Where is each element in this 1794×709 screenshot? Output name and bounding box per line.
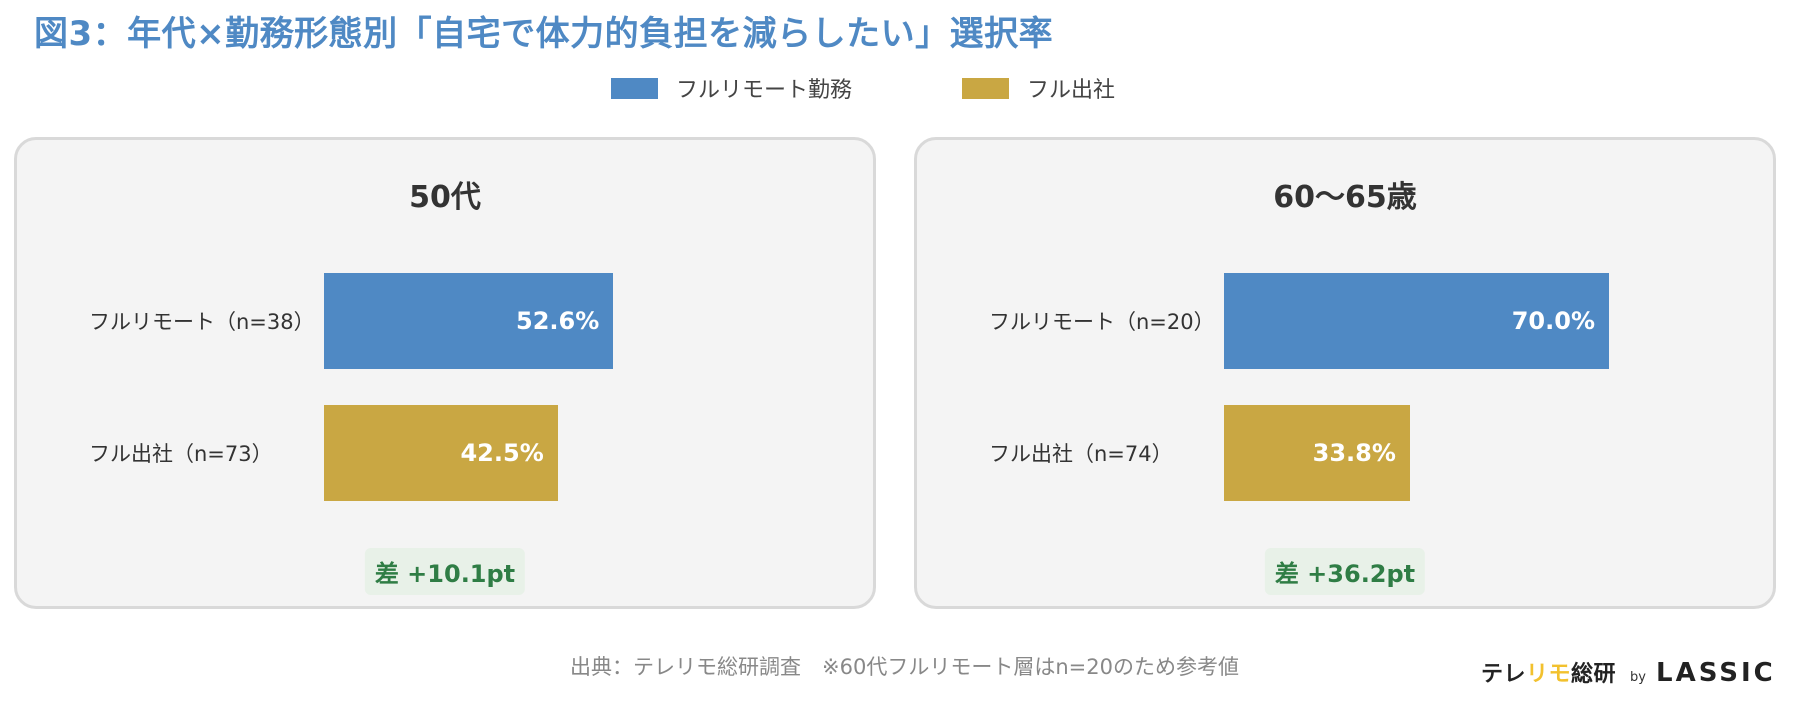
bar-full-remote: 52.6% — [324, 273, 614, 369]
bar-full-office: 42.5% — [324, 405, 558, 501]
category-label-full-office: フル出社（n=73） — [89, 442, 273, 466]
bar-value-label: 42.5% — [460, 439, 544, 467]
source-note: 出典：テレリモ総研調査 ※60代フルリモート層はn=20のため参考値 — [570, 655, 1239, 679]
panel-60-65: 60〜65歳 フルリモート（n=20） 70.0% フル出社（n=74） 33.… — [914, 137, 1776, 609]
difference-badge: 差 +36.2pt — [1264, 548, 1426, 595]
legend-item-full-remote: フルリモート勤務 — [611, 72, 852, 104]
legend-label-full-office: フル出社 — [1027, 78, 1116, 103]
legend-label-full-remote: フルリモート勤務 — [676, 78, 853, 103]
logo-by: by — [1630, 670, 1646, 685]
legend: フルリモート勤務 フル出社 — [0, 72, 1794, 112]
legend-swatch-full-office — [962, 77, 1009, 99]
logo-brand: LASSIC — [1656, 658, 1776, 688]
legend-item-full-office: フル出社 — [962, 72, 1115, 104]
bar-value-label: 70.0% — [1511, 307, 1595, 335]
bar-value-label: 33.8% — [1312, 439, 1396, 467]
category-label-full-remote: フルリモート（n=20） — [989, 310, 1215, 334]
difference-badge: 差 +10.1pt — [364, 548, 526, 595]
logo-text: テレリモ総研 — [1481, 662, 1617, 687]
brand-logo: テレリモ総研 by LASSIC — [1481, 656, 1776, 688]
panel-50s: 50代 フルリモート（n=38） 52.6% フル出社（n=73） 42.5% … — [14, 137, 876, 609]
panel-title: 60〜65歳 — [1273, 180, 1417, 215]
bar-value-label: 52.6% — [516, 307, 600, 335]
legend-swatch-full-remote — [611, 77, 658, 99]
category-label-full-remote: フルリモート（n=38） — [89, 310, 315, 334]
chart-title: 図3：年代×勤務形態別「自宅で体力的負担を減らしたい」選択率 — [34, 14, 1054, 54]
bar-full-remote: 70.0% — [1224, 273, 1609, 369]
panel-title: 50代 — [409, 180, 481, 215]
category-label-full-office: フル出社（n=74） — [989, 442, 1173, 466]
bar-full-office: 33.8% — [1224, 405, 1410, 501]
